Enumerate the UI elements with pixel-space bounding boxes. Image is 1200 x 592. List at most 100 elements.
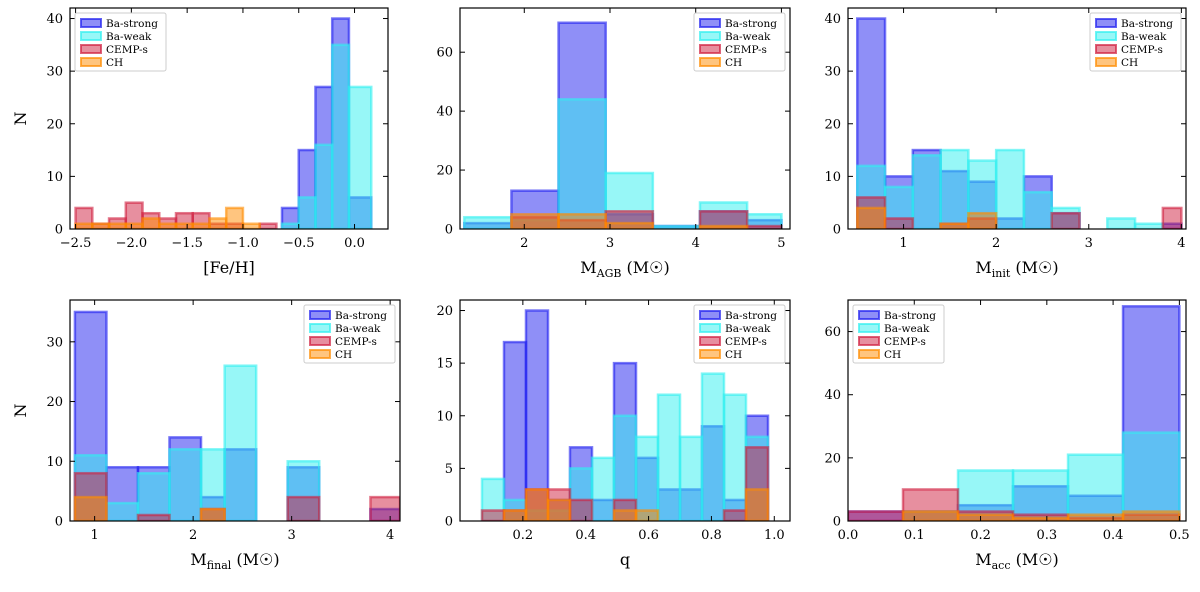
bars-group <box>73 310 400 521</box>
histogram-panel-1: −2.5 −2.0 −1.5 −1.0 −0.5 0.0 0 10 20 30 40 [Fe/H] N B… <box>11 7 389 277</box>
y-tick-label: 5 <box>445 462 453 477</box>
bar-CH-1 <box>91 222 111 229</box>
legend-swatch-Ba-strong <box>699 310 721 320</box>
x-tick-label: −2.5 <box>60 236 92 251</box>
y-tick-label: 20 <box>824 451 841 466</box>
legend-label-Ba-weak: Ba-weak <box>884 323 930 335</box>
histogram-panel-2: 2 3 4 5 0 20 40 60 MAGB (M☉) Ba-strongBa-weakCEMP… <box>436 7 791 280</box>
x-tick-label: 3 <box>288 528 296 543</box>
bar-Ba-strong-2 <box>524 309 550 521</box>
legend-label-Ba-strong: Ba-strong <box>106 18 158 30</box>
bar-CEMP-s-1 <box>883 217 915 229</box>
x-axis-label: q <box>620 550 630 569</box>
legend-swatch-Ba-strong <box>1095 18 1117 28</box>
y-axis-label: N <box>11 112 30 126</box>
bar-CH-2 <box>107 222 128 229</box>
x-axis-label: Macc (M☉) <box>975 550 1059 572</box>
x-tick-label: 3 <box>1085 236 1093 251</box>
bar-Ba-weak-3 <box>939 148 970 229</box>
bar-Ba-weak-9 <box>678 435 704 521</box>
x-tick-label: 0.4 <box>1103 528 1124 543</box>
legend-swatch-CH <box>699 349 721 359</box>
legend-swatch-Ba-weak <box>309 323 331 333</box>
y-tick-label: 40 <box>436 105 453 120</box>
bar-CEMP-s-11 <box>1161 206 1183 229</box>
bar-CH-1 <box>510 213 560 229</box>
legend-swatch-Ba-weak <box>699 31 721 41</box>
legend-label-CEMP-s: CEMP-s <box>1121 44 1163 56</box>
bar-Ba-weak-0 <box>280 222 300 229</box>
bar-CH-6 <box>174 222 194 229</box>
x-tick-label: 4 <box>386 528 394 543</box>
axes-frame <box>69 7 389 230</box>
legend-swatch-CEMP-s <box>309 336 331 346</box>
legend-label-Ba-weak: Ba-weak <box>106 31 152 43</box>
bar-CEMP-s-10 <box>369 495 400 521</box>
bar-Ba-weak-5 <box>223 364 258 521</box>
legend-swatch-CEMP-s <box>80 44 102 54</box>
legend-label-CH: CH <box>1121 57 1138 69</box>
x-tick-label: 2 <box>992 236 1000 251</box>
bar-CH-0 <box>73 495 108 521</box>
bar-CH-8 <box>634 509 660 521</box>
x-tick-label: 1 <box>899 236 907 251</box>
bar-Ba-weak-9 <box>1106 217 1137 229</box>
bar-CH-2 <box>956 513 1015 521</box>
axes-frame <box>69 299 401 522</box>
y-tick-label: 0 <box>55 515 63 530</box>
legend-swatch-CH <box>80 57 102 67</box>
axes-frame <box>847 299 1187 522</box>
y-tick-label: 0 <box>833 515 841 530</box>
y-tick-label: 20 <box>46 117 63 132</box>
legend-label-Ba-weak: Ba-weak <box>335 323 381 335</box>
bar-CEMP-s-7 <box>1050 211 1081 229</box>
legend-swatch-CEMP-s <box>1095 44 1117 54</box>
legend-label-Ba-weak: Ba-weak <box>725 323 771 335</box>
legend-swatch-CEMP-s <box>858 336 880 346</box>
bar-CEMP-s-1 <box>480 509 506 521</box>
series-Ba-weak <box>280 43 373 229</box>
x-tick-label: 4 <box>692 236 700 251</box>
bar-Ba-weak-4 <box>347 85 373 229</box>
legend-label-Ba-strong: Ba-strong <box>335 310 387 322</box>
x-axis-label: Mfinal (M☉) <box>190 550 279 572</box>
x-tick-label: 0.1 <box>904 528 925 543</box>
bars-group <box>74 17 373 229</box>
legend-swatch-Ba-weak <box>858 323 880 333</box>
legend-swatch-Ba-strong <box>858 310 880 320</box>
y-tick-label: 30 <box>824 65 841 80</box>
y-tick-label: 15 <box>436 357 453 372</box>
legend-swatch-CH <box>858 349 880 359</box>
legend-label-Ba-strong: Ba-strong <box>1121 18 1173 30</box>
legend-label-Ba-strong: Ba-strong <box>725 18 777 30</box>
bar-CH-1 <box>901 510 960 521</box>
bars-group <box>480 309 770 521</box>
y-tick-label: 10 <box>436 409 453 424</box>
bar-CH-0 <box>74 222 94 229</box>
x-tick-label: 0.8 <box>701 528 722 543</box>
x-tick-label: −2.0 <box>116 236 148 251</box>
legend-label-CH: CH <box>335 349 352 361</box>
legend-swatch-CH <box>309 349 331 359</box>
y-tick-label: 20 <box>824 117 841 132</box>
y-tick-label: 60 <box>436 46 453 61</box>
x-tick-label: 1.0 <box>764 528 785 543</box>
bar-Ba-weak-10 <box>1133 222 1165 229</box>
y-tick-label: 40 <box>824 388 841 403</box>
bar-Ba-weak-0 <box>463 215 513 229</box>
bar-CEMP-s-7 <box>286 495 321 521</box>
bar-CH-7 <box>612 509 638 521</box>
legend-label-CEMP-s: CEMP-s <box>884 336 926 348</box>
x-axis-label: Minit (M☉) <box>975 258 1058 280</box>
axes-frame <box>459 299 791 522</box>
histogram-panel-5: 0.2 0.4 0.6 0.8 1.0 0 5 10 15 20 q Ba-strongBa-weak… <box>436 299 791 569</box>
bar-CH-8 <box>208 217 228 229</box>
bar-CH-3 <box>524 488 550 521</box>
bar-Ba-weak-3 <box>168 448 203 521</box>
